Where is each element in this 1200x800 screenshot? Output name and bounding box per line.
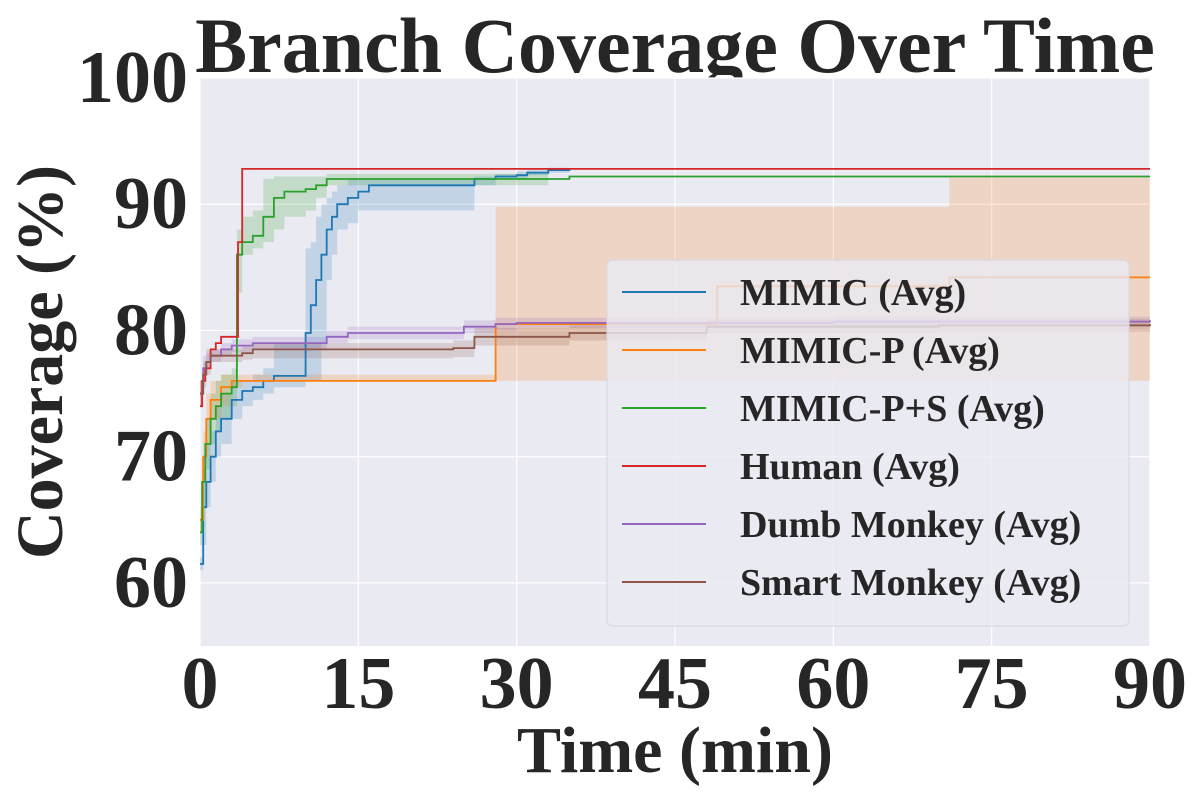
legend-label-dumb-monkey-avg: Dumb Monkey (Avg) <box>740 504 1081 546</box>
human-avg-line <box>200 168 1150 408</box>
x-tick-label: 60 <box>796 643 870 725</box>
y-tick-label: 60 <box>114 542 188 624</box>
x-tick-label: 0 <box>182 643 219 725</box>
y-tick-label: 80 <box>114 289 188 371</box>
chart-title: Branch Coverage Over Time <box>195 2 1155 89</box>
x-tick-label: 75 <box>955 643 1029 725</box>
x-tick-label: 45 <box>638 643 712 725</box>
y-tick-label: 100 <box>77 37 188 119</box>
dumb-monkey-avg-band <box>200 315 1150 407</box>
x-axis-label: Time (min) <box>517 714 833 787</box>
mimic-avg-band <box>200 166 570 571</box>
legend-label-mimic-p-avg: MIMIC-P (Avg) <box>740 330 1000 372</box>
legend-label-mimic-avg: MIMIC (Avg) <box>740 272 966 314</box>
legend-label-mimic-p-s-avg: MIMIC-P+S (Avg) <box>740 388 1045 430</box>
legend: MIMIC (Avg) MIMIC-P (Avg) MIMIC-P+S (Avg) H… <box>606 259 1130 627</box>
y-axis-label: Coverage (%) <box>4 165 77 559</box>
legend-label-smart-monkey-avg: Smart Monkey (Avg) <box>740 562 1081 604</box>
x-axis-ticks: 0 15 30 45 60 75 90 <box>182 643 1188 725</box>
x-tick-label: 90 <box>1113 643 1187 725</box>
y-axis-ticks: 60 70 80 90 100 <box>77 37 188 624</box>
legend-box <box>606 259 1130 627</box>
y-tick-label: 70 <box>114 416 188 498</box>
legend-label-human-avg: Human (Avg) <box>740 446 960 488</box>
mimic-p-s-avg-line <box>200 175 1150 534</box>
x-tick-label: 15 <box>321 643 395 725</box>
x-tick-label: 30 <box>480 643 554 725</box>
y-tick-label: 90 <box>114 163 188 245</box>
